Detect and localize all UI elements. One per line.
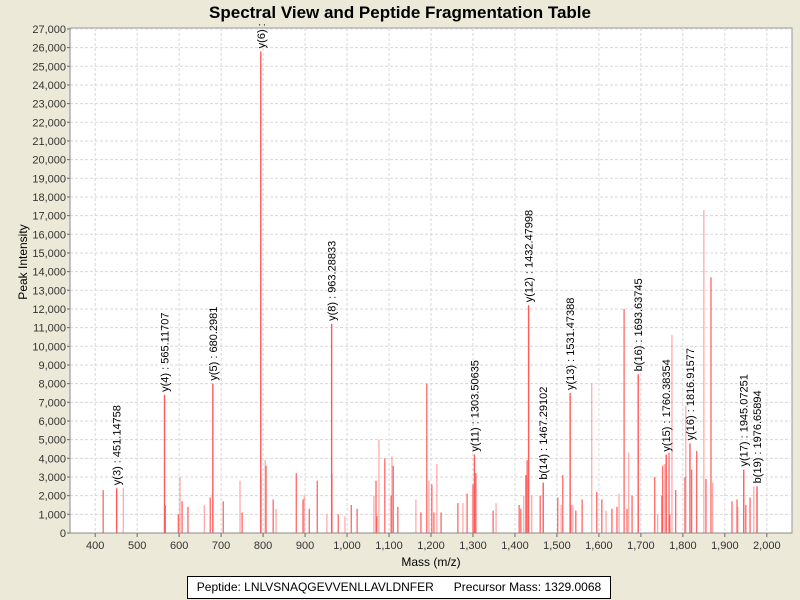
x-tick-label: 1,700 (627, 540, 655, 552)
y-tick-label: 2,000 (38, 491, 66, 503)
peak-annotation: b(14) : 1467.29102 (538, 387, 550, 480)
peak-annotation: b(16) : 1693.63745 (633, 278, 645, 371)
x-tick-label: 900 (296, 540, 314, 552)
y-tick-label: 3,000 (38, 472, 66, 484)
y-tick-label: 19,000 (32, 173, 66, 185)
y-tick-label: 13,000 (32, 285, 66, 297)
x-tick-label: 800 (254, 540, 272, 552)
y-tick-label: 24,000 (32, 80, 66, 92)
y-tick-label: 26,000 (32, 43, 66, 55)
x-tick-label: 1,500 (543, 540, 571, 552)
peak-annotation: y(5) : 680.2981 (208, 307, 220, 381)
y-axis-label: Peak Intensity (16, 224, 30, 300)
x-tick-label: 2,000 (753, 540, 781, 552)
y-tick-label: 8,000 (38, 379, 66, 391)
peak-annotation: y(11) : 1303.50635 (469, 360, 481, 452)
x-tick-label: 1,200 (417, 540, 445, 552)
x-tick-label: 400 (86, 540, 104, 552)
y-tick-label: 22,000 (32, 117, 66, 129)
y-tick-label: 4,000 (38, 453, 66, 465)
x-tick-label: 1,300 (459, 540, 487, 552)
y-tick-label: 10,000 (32, 341, 66, 353)
y-tick-label: 21,000 (32, 136, 66, 148)
y-tick-label: 0 (60, 528, 66, 540)
peak-annotation: y(15) : 1760.38354 (661, 359, 673, 451)
peak-annotation: y(12) : 1432.47998 (524, 210, 536, 302)
y-tick-label: 9,000 (38, 360, 66, 372)
peak-annotation: y(6) : (256, 23, 268, 48)
y-tick-label: 12,000 (32, 304, 66, 316)
x-tick-label: 1,600 (585, 540, 613, 552)
y-tick-label: 27,000 (32, 24, 66, 36)
y-tick-label: 23,000 (32, 99, 66, 111)
y-tick-label: 7,000 (38, 397, 66, 409)
y-tick-label: 20,000 (32, 155, 66, 167)
peak-annotation: y(13) : 1531.47388 (565, 298, 577, 390)
y-tick-label: 16,000 (32, 229, 66, 241)
x-tick-label: 1,000 (333, 540, 361, 552)
peak-annotation: y(17) : 1945.07251 (739, 374, 751, 466)
y-tick-label: 11,000 (33, 323, 66, 335)
x-axis-label: Mass (m/z) (401, 555, 461, 569)
x-tick-label: 700 (212, 540, 230, 552)
y-tick-label: 25,000 (32, 61, 66, 73)
peptide-legend: Peptide: LNLVSNAQGEVVENLLAVLDNFER Precur… (187, 576, 611, 599)
y-tick-label: 6,000 (38, 416, 66, 428)
y-tick-label: 14,000 (32, 267, 66, 279)
x-tick-label: 1,800 (669, 540, 697, 552)
x-tick-label: 500 (128, 540, 146, 552)
x-tick-label: 600 (170, 540, 188, 552)
peak-annotation: y(16) : 1816.91577 (685, 348, 697, 440)
peak-annotation: b(19) : 1976.65894 (752, 390, 764, 483)
y-tick-label: 15,000 (32, 248, 66, 260)
chart-title: Spectral View and Peptide Fragmentation … (209, 3, 591, 22)
x-tick-label: 1,400 (501, 540, 529, 552)
y-tick-label: 1,000 (38, 509, 66, 521)
peak-annotation: y(8) : 963.28833 (327, 241, 339, 321)
x-tick-label: 1,100 (375, 540, 403, 552)
y-tick-label: 18,000 (32, 192, 66, 204)
x-tick-label: 1,900 (711, 540, 739, 552)
peak-annotation: y(3) : 451.14758 (112, 405, 124, 485)
y-tick-label: 5,000 (38, 435, 66, 447)
peak-annotation: y(4) : 565.11707 (159, 313, 171, 392)
y-tick-label: 17,000 (32, 211, 66, 223)
